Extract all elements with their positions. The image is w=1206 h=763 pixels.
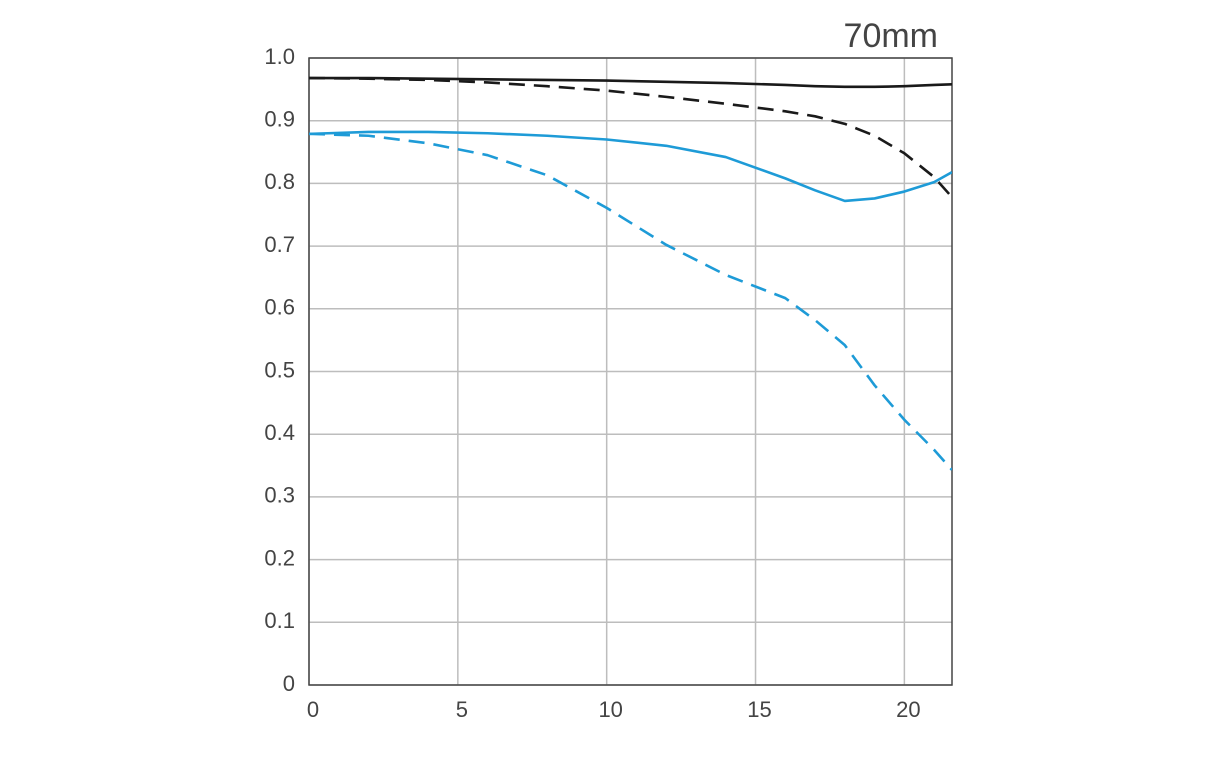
y-tick-label: 0.3 — [264, 483, 295, 508]
y-tick-label: 0.2 — [264, 545, 295, 570]
y-tick-label: 1.0 — [264, 44, 295, 69]
x-tick-label: 5 — [456, 697, 468, 722]
y-tick-label: 0.4 — [264, 420, 295, 445]
y-tick-label: 0.1 — [264, 608, 295, 633]
mtf-curve — [309, 76, 952, 89]
y-tick-label: 0.6 — [264, 295, 295, 320]
x-tick-label: 15 — [747, 697, 771, 722]
y-tick-label: 0.5 — [264, 357, 295, 382]
plot-frame — [308, 57, 953, 686]
x-tick-label: 20 — [896, 697, 920, 722]
y-tick-label: 0.9 — [264, 107, 295, 132]
mtf-curve — [309, 76, 952, 199]
mtf-curve — [309, 132, 952, 471]
mtf-curve — [309, 130, 952, 203]
y-tick-label: 0 — [283, 671, 295, 696]
chart-title: 70mm — [844, 17, 938, 55]
x-tick-label: 0 — [307, 697, 319, 722]
y-tick-label: 0.7 — [264, 232, 295, 257]
x-tick-label: 10 — [598, 697, 622, 722]
y-tick-label: 0.8 — [264, 169, 295, 194]
